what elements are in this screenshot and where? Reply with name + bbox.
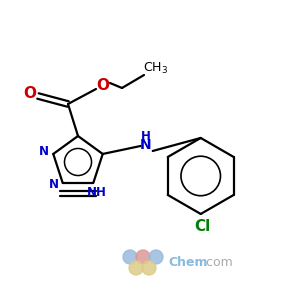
Text: O: O — [97, 77, 110, 92]
Circle shape — [129, 261, 143, 275]
Circle shape — [142, 261, 156, 275]
Text: CH$_3$: CH$_3$ — [143, 60, 169, 76]
Text: Chem: Chem — [168, 256, 208, 268]
Text: Cl: Cl — [195, 220, 211, 235]
Circle shape — [149, 250, 163, 264]
Circle shape — [123, 250, 137, 264]
Text: H: H — [141, 130, 151, 143]
Text: N: N — [49, 178, 59, 190]
Text: N: N — [39, 146, 49, 158]
Text: .com: .com — [203, 256, 234, 268]
Text: N: N — [140, 138, 152, 152]
Text: O: O — [23, 86, 37, 101]
Text: NH: NH — [87, 185, 107, 199]
Circle shape — [136, 250, 150, 264]
